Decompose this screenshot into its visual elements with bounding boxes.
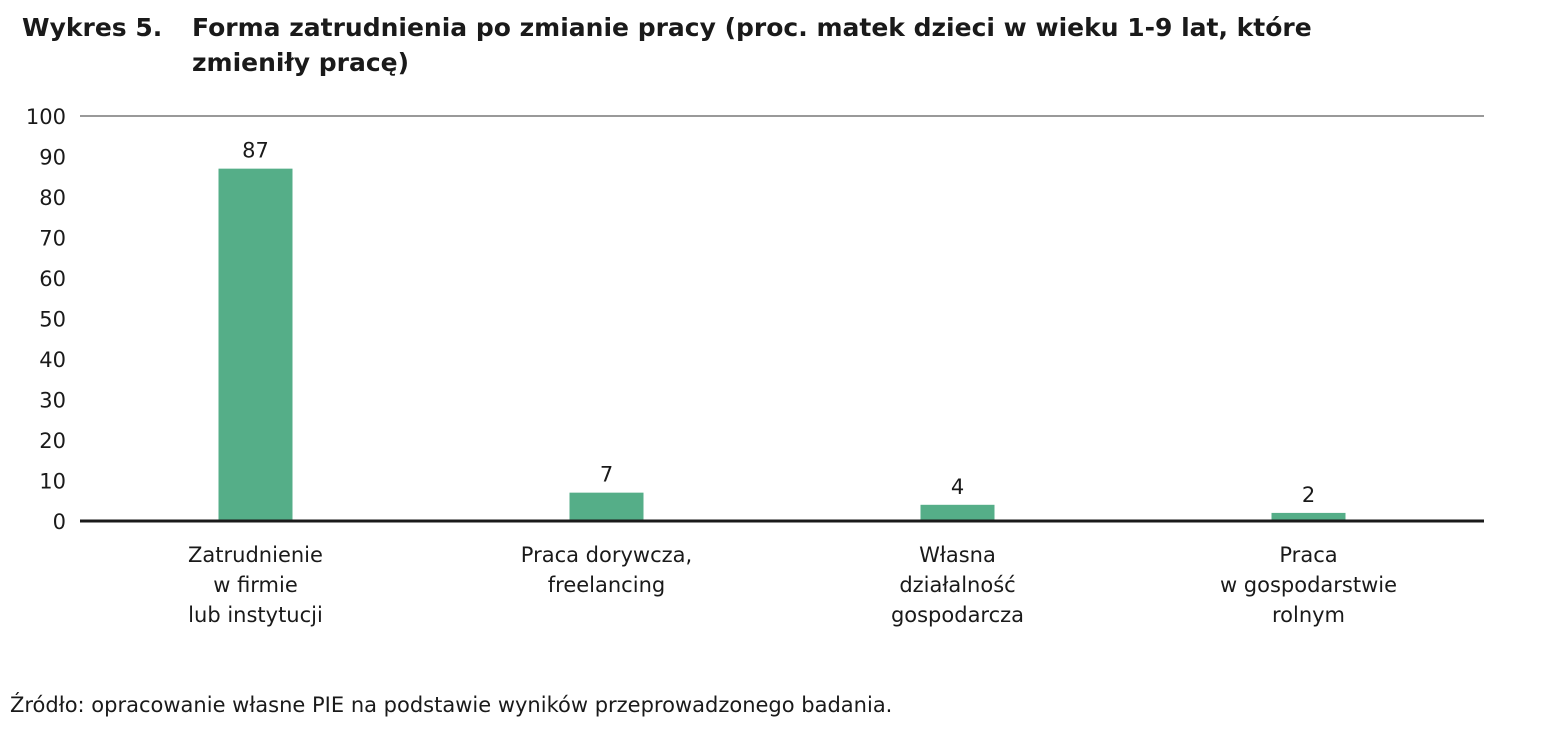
x-category-label: Zatrudnienie: [188, 543, 323, 567]
source-note: Źródło: opracowanie własne PIE na podsta…: [10, 693, 893, 717]
bar-value-label: 4: [951, 475, 964, 499]
x-category-label: Własna: [919, 543, 996, 567]
x-category-label: gospodarcza: [891, 603, 1024, 627]
bar: [1271, 512, 1346, 521]
x-category-label: freelancing: [548, 573, 665, 597]
y-tick-label: 40: [39, 348, 66, 372]
bar: [920, 504, 995, 521]
chart-title: Forma zatrudnienia po zmianie pracy (pro…: [192, 13, 1312, 77]
bar-chart: 0 10 20 30 40 50 60 70 80 90 100 87 Zatrudnienie w fi…: [26, 105, 1484, 627]
y-tick-label: 10: [39, 470, 66, 494]
bar-value-label: 2: [1302, 483, 1315, 507]
y-tick-label: 60: [39, 267, 66, 291]
bar: [218, 168, 293, 521]
figure-label: Wykres 5.: [22, 13, 163, 42]
bar-value-label: 7: [600, 463, 613, 487]
y-tick-label: 90: [39, 146, 66, 170]
y-tick-label: 100: [26, 105, 66, 129]
x-category-label: w firmie: [213, 573, 298, 597]
y-tick-label: 50: [39, 308, 66, 332]
bar-value-label: 87: [242, 139, 269, 163]
y-tick-label: 70: [39, 227, 66, 251]
x-category-label: w gospodarstwie: [1220, 573, 1397, 597]
x-category-label: lub instytucji: [188, 603, 323, 627]
x-category-label: działalność: [899, 573, 1015, 597]
x-category-label: Praca: [1279, 543, 1337, 567]
x-category-label: rolnym: [1272, 603, 1345, 627]
y-tick-label: 80: [39, 186, 66, 210]
x-category-label: Praca dorywcza,: [521, 543, 692, 567]
y-tick-label: 0: [53, 510, 66, 534]
bar: [569, 492, 644, 521]
y-tick-label: 20: [39, 429, 66, 453]
y-tick-label: 30: [39, 389, 66, 413]
